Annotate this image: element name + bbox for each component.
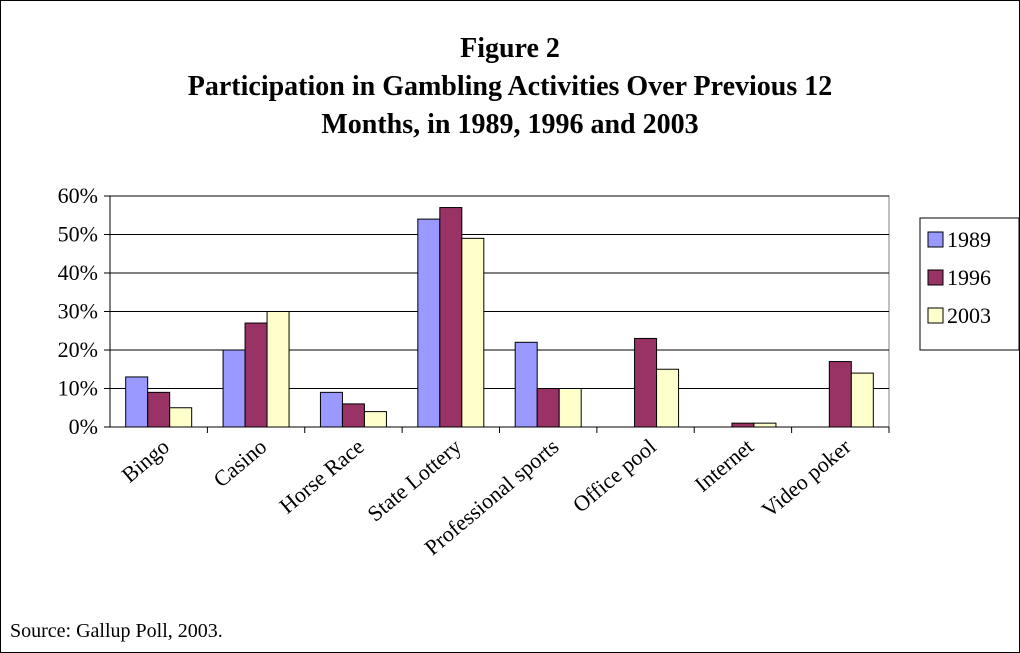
y-tick-label: 20% bbox=[58, 337, 98, 362]
bar bbox=[634, 337, 658, 428]
y-tick-label: 10% bbox=[58, 376, 98, 401]
chart-title: Figure 2 Participation in Gambling Activ… bbox=[0, 30, 1020, 144]
x-tick-label: Bingo bbox=[117, 434, 174, 488]
bar bbox=[828, 361, 852, 428]
bar bbox=[363, 411, 387, 428]
legend-label: 2003 bbox=[947, 303, 991, 328]
bar bbox=[514, 341, 538, 428]
legend-swatch bbox=[927, 269, 944, 286]
legend-label: 1996 bbox=[947, 265, 991, 290]
bar bbox=[244, 322, 268, 428]
title-line-3: Months, in 1989, 1996 and 2003 bbox=[321, 109, 699, 140]
bar bbox=[319, 391, 343, 428]
legend-swatch bbox=[927, 231, 944, 248]
bar bbox=[125, 376, 149, 428]
bar bbox=[536, 388, 560, 428]
bar bbox=[558, 388, 582, 428]
bar bbox=[266, 311, 290, 428]
x-tick-label: Internet bbox=[690, 434, 758, 497]
x-tick-label: State Lottery bbox=[362, 434, 466, 527]
bar bbox=[850, 372, 874, 428]
bar bbox=[169, 407, 193, 428]
x-tick-label: Office pool bbox=[568, 434, 661, 518]
y-tick-label: 0% bbox=[69, 414, 98, 439]
bar bbox=[222, 349, 246, 428]
bar bbox=[439, 207, 463, 428]
bar bbox=[417, 218, 441, 428]
legend-swatch bbox=[927, 307, 944, 324]
bar bbox=[656, 368, 680, 428]
title-line-1: Figure 2 bbox=[460, 33, 560, 64]
bar bbox=[731, 422, 755, 428]
y-tick-label: 60% bbox=[58, 183, 98, 208]
bar bbox=[461, 237, 485, 428]
y-tick-label: 50% bbox=[58, 222, 98, 247]
x-tick-label: Horse Race bbox=[274, 434, 368, 519]
bar bbox=[341, 403, 365, 428]
title-line-2: Participation in Gambling Activities Ove… bbox=[187, 71, 833, 102]
y-tick-label: 40% bbox=[58, 260, 98, 285]
source-note: Source: Gallup Poll, 2003. bbox=[10, 620, 223, 642]
bar bbox=[753, 422, 777, 428]
x-tick-label: Casino bbox=[208, 434, 271, 492]
legend-label: 1989 bbox=[947, 227, 991, 252]
bar bbox=[147, 391, 171, 428]
y-tick-label: 30% bbox=[58, 299, 98, 324]
x-tick-label: Video poker bbox=[757, 433, 856, 522]
